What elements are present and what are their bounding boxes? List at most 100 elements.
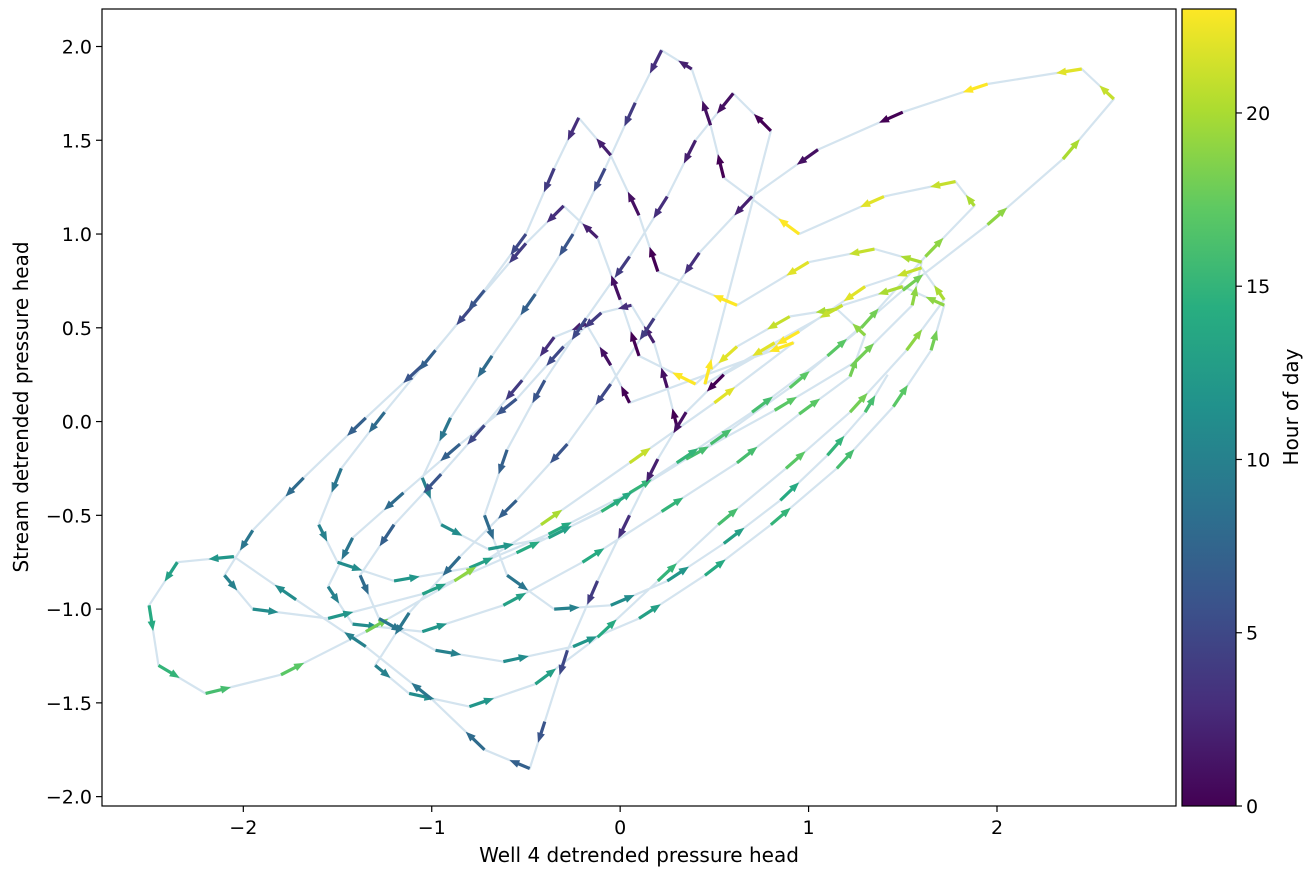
quiver-arrow — [934, 285, 946, 301]
quiver-arrow — [543, 167, 556, 193]
quiver-arrow — [752, 341, 776, 356]
x-axis-label: Well 4 detrended pressure head — [479, 843, 799, 867]
quiver-arrow — [582, 223, 599, 239]
colorbar-tick-label: 10 — [1246, 449, 1270, 471]
quiver-arrow — [826, 435, 845, 457]
quiver-arrow — [778, 218, 801, 236]
quiver-arrow — [962, 82, 989, 93]
quiver-arrow — [440, 523, 463, 536]
colorbar-tick-label: 5 — [1246, 623, 1258, 645]
quiver-arrow — [567, 117, 581, 141]
y-tick-label: 1.0 — [62, 224, 92, 246]
quiver-arrow — [468, 289, 486, 311]
quiver-arrow — [147, 605, 156, 631]
quiver-arrow — [539, 336, 556, 357]
quiver-arrow — [769, 341, 795, 353]
quiver-arrow — [901, 274, 924, 292]
quiver-arrow — [628, 447, 651, 465]
y-tick-label: 0.0 — [62, 412, 92, 434]
quiver-arrow — [496, 397, 518, 416]
quiver-arrow — [456, 304, 475, 326]
quiver-arrow — [368, 411, 386, 433]
quiver-arrow — [208, 554, 235, 563]
y-tick-label: −1.0 — [46, 599, 92, 621]
quiver-arrow — [736, 446, 758, 465]
arrow-layer — [147, 49, 1115, 770]
quiver-arrow — [628, 479, 652, 495]
quiver-arrow — [618, 514, 631, 539]
y-tick-label: 1.5 — [62, 130, 92, 152]
quiver-arrow — [897, 266, 923, 277]
quiver-arrow — [704, 559, 726, 577]
quiver-arrow — [701, 100, 713, 126]
quiver-arrow — [509, 242, 528, 264]
quiver-arrow — [848, 358, 858, 378]
quiver-arrow — [540, 509, 563, 526]
quiver-arrow — [678, 60, 693, 71]
quiver-arrow — [638, 604, 661, 620]
quiver-arrow — [453, 566, 477, 583]
x-axis: −2 −1 0 1 2 — [229, 806, 1003, 839]
quiver-arrow — [534, 668, 557, 686]
quiver-arrow — [547, 526, 572, 540]
quiver-arrow — [379, 523, 396, 547]
quiver-arrow — [656, 563, 677, 583]
quiver-arrow — [924, 237, 944, 258]
quiver-arrow — [965, 194, 976, 207]
quiver-arrow — [716, 154, 726, 179]
quiver-arrow — [660, 497, 684, 513]
quiver-arrow — [384, 491, 405, 511]
quiver-arrow — [863, 395, 876, 413]
quiver-arrow — [666, 566, 689, 583]
quiver-arrow — [223, 574, 238, 591]
quiver-arrow — [465, 731, 486, 751]
y-tick-label: −1.5 — [46, 693, 92, 715]
quiver-arrow — [849, 247, 875, 257]
quiver-arrow — [621, 385, 631, 404]
quiver-arrow — [347, 416, 367, 436]
trajectory-layer — [148, 49, 1115, 770]
quiver-arrow — [331, 467, 343, 493]
quiver-arrow — [488, 542, 514, 551]
quiver-arrow — [374, 664, 391, 678]
quiver-arrow — [596, 619, 617, 639]
quiver-arrow — [892, 385, 908, 408]
quiver-arrow — [614, 255, 631, 278]
trajectory-line — [148, 49, 1115, 770]
quiver-arrow — [788, 371, 810, 389]
quiver-arrow — [587, 580, 599, 605]
quiver-arrow — [854, 343, 875, 363]
colorbar-tick-label: 0 — [1246, 796, 1258, 818]
quiver-arrow — [537, 721, 547, 743]
quiver-arrow — [164, 561, 179, 582]
quiver-arrow — [506, 574, 529, 591]
quiver-arrow — [718, 345, 739, 364]
colorbar-gradient-bar — [1181, 8, 1237, 807]
quiver-arrow — [930, 180, 956, 189]
quiver-arrow — [442, 555, 462, 576]
quiver-arrow — [205, 685, 231, 695]
quiver-arrow — [709, 429, 732, 446]
quiver-arrow — [675, 448, 699, 465]
quiver-arrow — [610, 275, 622, 301]
quiver-arrow — [769, 507, 791, 526]
quiver-arrow — [520, 293, 537, 316]
quiver-arrow — [344, 632, 367, 648]
quiver-arrow — [358, 574, 369, 595]
quiver-arrow — [773, 396, 797, 412]
quiver-arrow — [477, 355, 494, 378]
quiver-arrow — [559, 233, 575, 257]
quiver-arrow — [860, 308, 879, 329]
quiver-arrow — [784, 451, 806, 470]
quiver-arrow — [835, 449, 855, 470]
colorbar-tick-label: 15 — [1246, 276, 1270, 298]
quiver-arrow — [848, 393, 868, 414]
quiver-arrow — [581, 548, 605, 564]
y-tick-label: 2.0 — [62, 37, 92, 59]
quiver-arrow — [716, 92, 735, 114]
quiver-arrow — [419, 349, 437, 371]
quiver-arrow — [722, 527, 745, 545]
quiver-arrow — [515, 541, 540, 555]
quiver-arrow — [683, 139, 697, 164]
quiver-arrow — [593, 167, 607, 192]
